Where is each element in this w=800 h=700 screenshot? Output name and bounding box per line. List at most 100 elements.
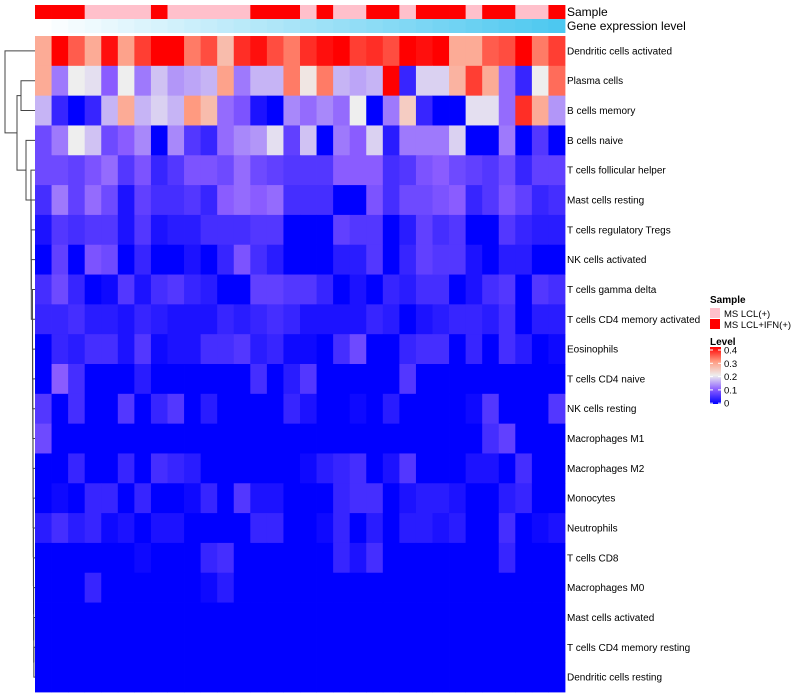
heatmap-cell (134, 36, 152, 67)
heatmap-cell (150, 185, 168, 216)
gene-expression-annotation-cell (134, 19, 152, 33)
heatmap-cell (316, 304, 334, 335)
heatmap-cell (349, 513, 367, 544)
heatmap-cell (449, 453, 467, 484)
heatmap-cell (399, 304, 417, 335)
heatmap-cell (366, 364, 384, 395)
level-tick-label: 0.1 (724, 385, 737, 396)
heatmap-cell (150, 632, 168, 663)
heatmap-cell (35, 453, 52, 484)
heatmap-cell (283, 214, 301, 246)
heatmap-cell (101, 185, 119, 216)
heatmap-cell (333, 334, 351, 365)
heatmap-cell (300, 364, 317, 395)
heatmap-cell (349, 65, 367, 97)
heatmap-cell (266, 155, 284, 186)
gene-expression-annotation-cell (184, 19, 202, 33)
heatmap-cell (184, 513, 202, 544)
heatmap-cell (250, 423, 268, 454)
heatmap-cell (117, 36, 135, 67)
heatmap-cell (531, 364, 549, 395)
heatmap-cell (167, 483, 185, 514)
heatmap-cell (333, 423, 351, 454)
heatmap-cell (233, 453, 251, 484)
heatmap-cell (84, 453, 102, 484)
heatmap-cell (482, 393, 500, 425)
heatmap-cell (68, 244, 86, 275)
heatmap-cell (333, 662, 351, 693)
heatmap-cell (68, 602, 86, 633)
heatmap-cell (233, 244, 251, 275)
heatmap-cell (498, 65, 516, 97)
heatmap-cell (68, 364, 86, 395)
heatmap-cell (250, 65, 268, 97)
heatmap-cell (399, 632, 417, 663)
heatmap-cell (465, 513, 483, 544)
heatmap-cell (300, 542, 317, 574)
gene-expression-annotation-cell (465, 19, 483, 33)
gene-expression-annotation-cell (233, 19, 251, 33)
heatmap-cell (349, 453, 367, 484)
heatmap-cell (349, 602, 367, 633)
heatmap-cell (84, 214, 102, 246)
heatmap-cell (465, 65, 483, 97)
heatmap-cell (432, 632, 450, 663)
heatmap-cell (217, 393, 235, 425)
legend-label-lcl-ifn: MS LCL+IFN(+) (724, 320, 791, 331)
gene-expression-annotation-cell (283, 19, 301, 33)
heatmap-cell (515, 244, 533, 275)
heatmap-cell (233, 364, 251, 395)
legend-sample-title: Sample (710, 295, 746, 306)
row-label: T cells CD8 (567, 553, 619, 564)
heatmap-cell (399, 542, 417, 574)
heatmap-cell (200, 95, 218, 126)
heatmap-cell (366, 632, 384, 663)
heatmap-cell (101, 364, 119, 395)
heatmap-cell (250, 155, 268, 186)
heatmap-cell (283, 662, 301, 693)
heatmap-cell (233, 36, 251, 67)
heatmap-cell (150, 364, 168, 395)
heatmap-cell (333, 244, 351, 275)
heatmap-cell (134, 95, 152, 126)
heatmap-cell (150, 36, 168, 67)
heatmap-cell (382, 602, 400, 633)
heatmap-cell (465, 304, 483, 335)
heatmap-cell (399, 65, 417, 97)
heatmap-cell (415, 602, 433, 633)
heatmap-cell (531, 572, 549, 603)
heatmap-cell (150, 542, 168, 574)
heatmap-cell (68, 632, 86, 663)
heatmap-cell (498, 572, 516, 603)
heatmap-cell (349, 155, 367, 186)
heatmap-cell (134, 483, 152, 514)
heatmap-cell (548, 125, 566, 156)
heatmap-cell (68, 393, 86, 425)
heatmap-cell (150, 244, 168, 275)
heatmap-cell (184, 334, 202, 365)
heatmap-cell (399, 155, 417, 186)
heatmap-cell (382, 95, 400, 126)
heatmap-cell (498, 542, 516, 574)
heatmap-cell (300, 244, 317, 275)
heatmap-cell (233, 542, 251, 574)
heatmap-cell (515, 513, 533, 544)
heatmap-cell (548, 423, 566, 454)
sample-annotation-cell (449, 5, 467, 19)
heatmap-cell (184, 185, 202, 216)
heatmap-cell (531, 632, 549, 663)
heatmap-cell (200, 513, 218, 544)
heatmap-cell (101, 95, 119, 126)
heatmap-cell (349, 393, 367, 425)
heatmap-cell (498, 453, 516, 484)
level-tick-label: 0.4 (724, 346, 737, 357)
row-label: T cells CD4 naive (567, 374, 646, 385)
heatmap-cell (482, 244, 500, 275)
heatmap-cell (217, 453, 235, 484)
heatmap-cell (200, 36, 218, 67)
heatmap-cell (515, 214, 533, 246)
heatmap-cell (432, 125, 450, 156)
heatmap-cell (167, 393, 185, 425)
heatmap-cell (333, 632, 351, 663)
heatmap-cell (366, 125, 384, 156)
